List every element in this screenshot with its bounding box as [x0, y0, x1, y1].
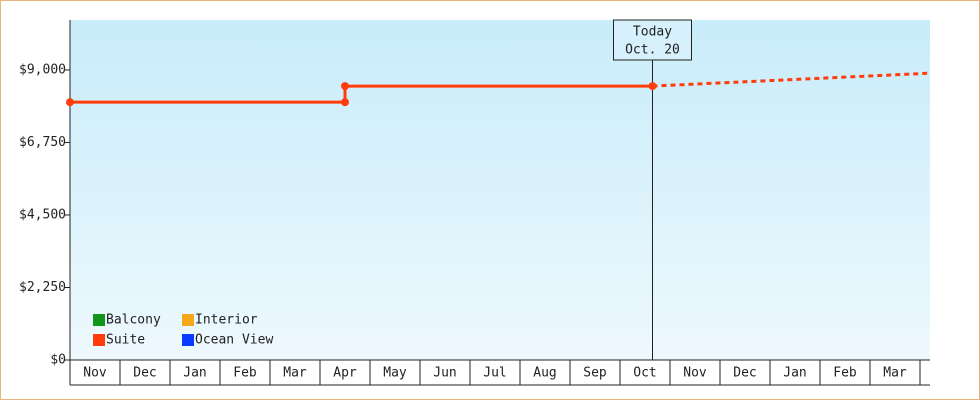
- x-tick-label: Sep: [583, 366, 607, 381]
- plot-area: [70, 20, 930, 360]
- y-tick-label: $6,750: [19, 135, 66, 150]
- price-point: [66, 98, 74, 107]
- y-tick-label: $4,500: [19, 207, 66, 222]
- x-tick-label: May: [383, 366, 407, 381]
- y-tick-label: $9,000: [19, 62, 66, 77]
- x-tick-label: Apr: [333, 366, 357, 381]
- today-date: Oct. 20: [625, 43, 680, 58]
- y-tick-label: $2,250: [19, 280, 66, 295]
- x-tick-label: Mar: [883, 366, 907, 381]
- x-tick-label: Aug: [533, 366, 556, 381]
- x-tick-label: Jul: [483, 366, 506, 381]
- today-box: [613, 19, 692, 61]
- legend-label: Suite: [106, 333, 145, 348]
- price-point: [341, 98, 349, 107]
- price-line: [70, 84, 653, 104]
- legend-label: Balcony: [106, 313, 161, 328]
- x-tick-label: Dec: [733, 366, 756, 381]
- legend-swatch: [182, 334, 194, 346]
- legend-label: Interior: [195, 313, 258, 328]
- x-tick-label: Feb: [233, 366, 257, 381]
- projection-line: [652, 71, 931, 88]
- x-tick-label: Feb: [833, 366, 857, 381]
- price-point: [341, 82, 349, 91]
- x-tick-label: Dec: [133, 366, 156, 381]
- x-tick-label: Jun: [433, 366, 456, 381]
- x-tick-label: Oct: [633, 366, 656, 381]
- legend-swatch: [93, 334, 105, 346]
- today-label: Today: [633, 25, 672, 40]
- x-tick-label: Nov: [83, 366, 107, 381]
- x-tick-label: Jan: [183, 366, 206, 381]
- legend-label: Ocean View: [195, 333, 273, 348]
- legend-swatch: [93, 314, 105, 326]
- x-tick-label: Nov: [683, 366, 707, 381]
- x-tick-label: Jan: [783, 366, 806, 381]
- x-tick-label: Mar: [283, 366, 307, 381]
- legend-swatch: [182, 314, 194, 326]
- y-tick-label: $0: [50, 353, 66, 368]
